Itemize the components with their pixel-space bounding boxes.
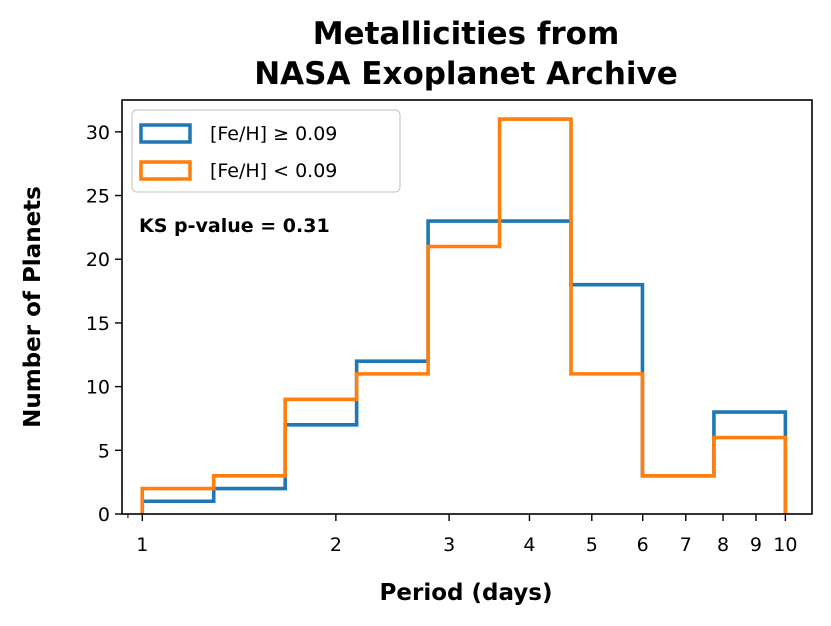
histogram-series-1 bbox=[140, 117, 788, 514]
x-tick-label: 1 bbox=[136, 534, 148, 556]
legend-label-low-metallicity: [Fe/H] < 0.09 bbox=[210, 160, 337, 182]
legend-label-high-metallicity: [Fe/H] ≥ 0.09 bbox=[210, 123, 337, 145]
legend: [Fe/H] ≥ 0.09 [Fe/H] < 0.09 bbox=[131, 109, 401, 193]
y-axis-label: Number of Planets bbox=[20, 186, 46, 428]
y-tick-label: 15 bbox=[86, 313, 110, 335]
y-tick-label: 5 bbox=[98, 440, 110, 462]
x-axis-ticks: 1 2 3 4 5 6 7 8 9 10 bbox=[127, 514, 797, 556]
x-tick-label: 7 bbox=[680, 534, 692, 556]
histogram-series-0 bbox=[140, 219, 788, 514]
chart-title-line-2: NASA Exoplanet Archive bbox=[254, 56, 678, 92]
plot-frame bbox=[121, 99, 813, 515]
y-tick-label: 10 bbox=[86, 377, 110, 399]
y-tick-label: 25 bbox=[86, 186, 110, 208]
y-tick-label: 20 bbox=[86, 249, 110, 271]
legend-box bbox=[131, 109, 401, 193]
x-tick-label: 6 bbox=[637, 534, 649, 556]
y-tick-label: 0 bbox=[98, 504, 110, 526]
x-tick-label: 4 bbox=[523, 534, 535, 556]
y-axis-ticks: 0 5 10 15 20 25 30 bbox=[86, 122, 122, 526]
legend-swatch-low-metallicity bbox=[139, 160, 192, 181]
x-tick-label: 5 bbox=[586, 534, 598, 556]
x-tick-label: 3 bbox=[443, 534, 455, 556]
x-axis-label: Period (days) bbox=[380, 580, 553, 606]
x-tick-label: 9 bbox=[750, 534, 762, 556]
x-tick-label: 2 bbox=[330, 534, 342, 556]
x-tick-label: 8 bbox=[717, 534, 729, 556]
legend-swatch-high-metallicity bbox=[139, 123, 192, 144]
x-tick-label: 10 bbox=[773, 534, 797, 556]
plot-area bbox=[140, 117, 788, 514]
ks-pvalue-annotation: KS p-value = 0.31 bbox=[139, 215, 330, 237]
chart-title-line-1: Metallicities from bbox=[313, 16, 620, 52]
y-tick-label: 30 bbox=[86, 122, 110, 144]
